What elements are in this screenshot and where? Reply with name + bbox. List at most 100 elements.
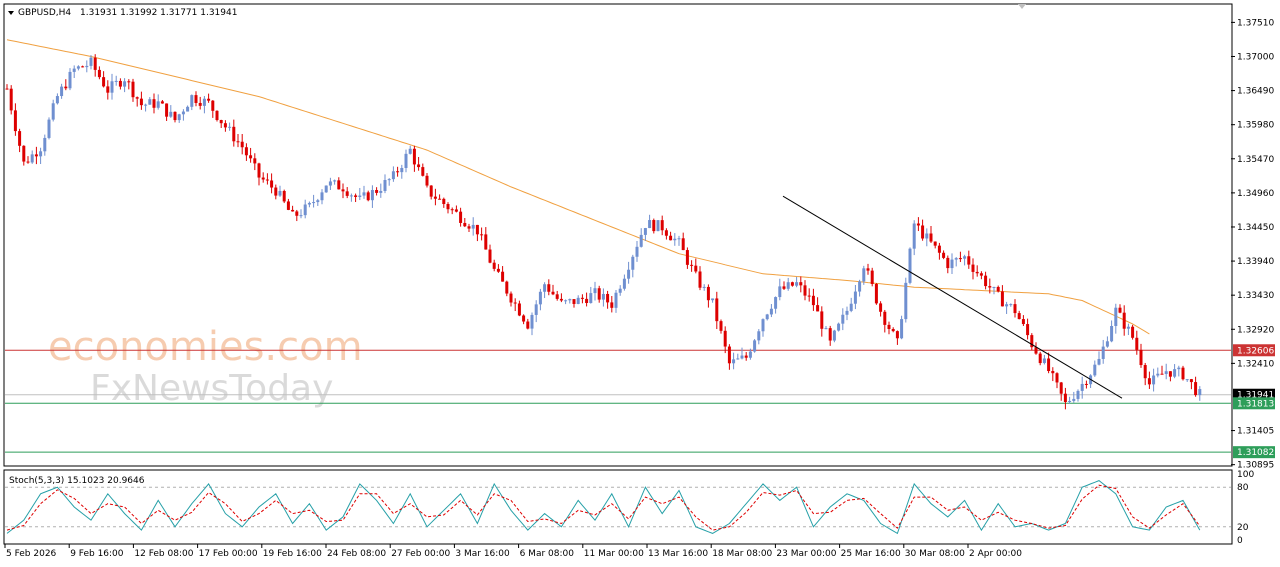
candle-body	[34, 154, 38, 157]
candle-body	[799, 282, 803, 286]
candle-body	[1005, 304, 1009, 307]
candle-body	[312, 202, 316, 204]
candle-body	[1051, 371, 1055, 374]
resistance-trendline	[782, 195, 1123, 399]
candle-body	[753, 340, 757, 352]
candle-body	[135, 97, 139, 99]
time-tick-label: 12 Feb 08:00	[134, 549, 193, 559]
candle-body	[442, 198, 446, 205]
candle-body	[517, 303, 521, 316]
price-axis[interactable]: 1.37510 1.37000 1.36490 1.35980 1.35470 1.349…	[1231, 18, 1274, 471]
candle-body	[169, 111, 173, 117]
candle-body	[790, 282, 794, 286]
candle-body	[585, 298, 589, 303]
candle-body	[740, 355, 744, 359]
candle-body	[576, 297, 580, 304]
candle-body	[933, 241, 937, 246]
candle-body	[496, 268, 500, 272]
candle-body	[681, 238, 685, 251]
level-label-bg	[1233, 397, 1275, 410]
candle-body	[370, 190, 374, 201]
candle-body	[1009, 304, 1013, 306]
candle-body	[555, 294, 559, 299]
candle-body	[190, 95, 194, 107]
candle-body	[375, 190, 379, 193]
candle-body	[853, 291, 857, 304]
candle-body	[501, 271, 505, 282]
time-axis[interactable]: 5 Feb 2026 9 Feb 16:00 12 Feb 08:00 17 Feb …	[4, 544, 1022, 559]
candle-body	[828, 328, 832, 341]
candle-body	[534, 304, 538, 315]
stoch-main-line	[6, 480, 1201, 535]
candle-body	[513, 302, 517, 304]
candle-body	[450, 209, 454, 211]
candle-body	[299, 215, 303, 217]
candle-body	[874, 283, 878, 304]
candle-body	[295, 211, 299, 216]
candle-body	[988, 286, 992, 288]
candle-body	[593, 288, 597, 294]
candle-body	[1152, 375, 1156, 385]
candle-body	[480, 234, 484, 236]
candle-body	[580, 297, 584, 299]
candle-body	[832, 330, 836, 341]
candle-body	[286, 201, 290, 210]
price-tick-label: 1.37000	[1237, 52, 1274, 62]
candle-body	[492, 262, 496, 269]
candle-body	[110, 81, 114, 93]
candle-body	[925, 233, 929, 239]
candle-body	[614, 292, 618, 308]
candle-body	[1021, 319, 1025, 325]
candle-body	[551, 291, 555, 295]
candle-body	[324, 185, 328, 193]
candle-body	[55, 96, 59, 104]
candle-body	[270, 180, 274, 188]
candle-body	[942, 252, 946, 258]
candle-body	[1059, 382, 1063, 394]
stoch-title: Stoch(5,3,3) 15.1023 20.9646	[9, 476, 145, 486]
price-tick-label: 1.35470	[1237, 155, 1274, 165]
candle-body	[47, 119, 51, 138]
candle-body	[1122, 312, 1126, 329]
candle-body	[1072, 398, 1076, 401]
candle-body	[862, 268, 866, 282]
candle-body	[253, 158, 257, 164]
candle-body	[1156, 373, 1160, 376]
candle-body	[202, 98, 206, 106]
candle-body	[144, 104, 148, 106]
candle-body	[761, 319, 765, 332]
candle-body	[538, 291, 542, 305]
time-tick-label: 25 Mar 16:00	[841, 549, 901, 559]
candle-body	[60, 86, 64, 97]
symbol-dropdown-icon[interactable]	[8, 11, 14, 15]
candle-body	[811, 295, 815, 306]
candle-body	[1177, 367, 1181, 370]
candle-body	[488, 249, 492, 263]
candle-body	[68, 71, 72, 89]
candle-body	[1168, 371, 1172, 377]
price-tick-label: 1.33940	[1237, 257, 1274, 267]
stochastic-lines	[5, 480, 1231, 535]
main-panel[interactable]	[3, 3, 1233, 467]
time-tick-label: 23 Mar 00:00	[776, 549, 836, 559]
candle-body	[816, 305, 820, 312]
candle-body	[1093, 364, 1097, 376]
trendline[interactable]	[782, 195, 1123, 399]
candle-body	[207, 98, 211, 101]
price-tick-label: 1.32410	[1237, 359, 1274, 369]
panel-collapse-icon[interactable]	[1018, 4, 1026, 9]
candle-body	[43, 137, 47, 152]
candle-body	[152, 99, 156, 108]
candle-body	[39, 151, 43, 157]
candle-body	[1131, 326, 1135, 338]
candle-body	[186, 106, 190, 112]
candle-body	[446, 204, 450, 210]
candle-body	[9, 88, 13, 111]
candle-body	[1055, 373, 1059, 383]
candle-body	[438, 198, 442, 200]
candle-body	[866, 268, 870, 271]
candle-body	[89, 57, 93, 66]
candle-body	[429, 185, 433, 197]
ma-line	[6, 39, 1150, 335]
